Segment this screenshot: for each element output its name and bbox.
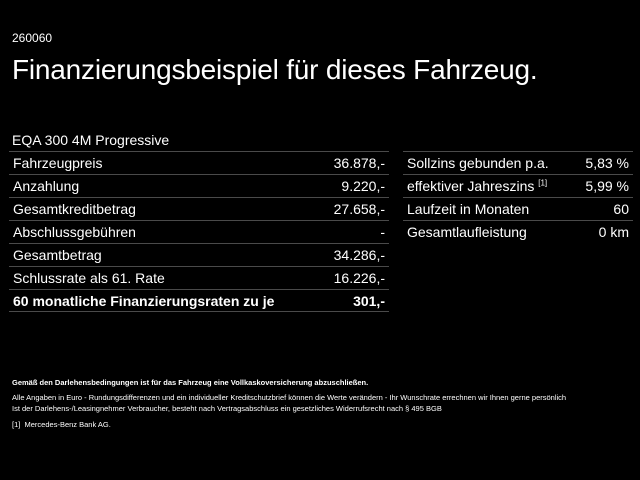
disclaimer-line-2: Ist der Darlehens-/Leasingnehmer Verbrau… — [12, 404, 442, 413]
row-label: Schlussrate als 61. Rate — [13, 270, 165, 286]
row-value: 16.226,- — [333, 270, 385, 286]
row-closing-fees: Abschlussgebühren - — [9, 220, 389, 243]
row-value: 301,- — [353, 292, 385, 309]
legal-notes: Gemäß den Darlehensbedingungen ist für d… — [12, 377, 622, 430]
row-vehicle-price: Fahrzeugpreis 36.878,- — [9, 151, 389, 174]
financing-table-right: Sollzins gebunden p.a. 5,83 % effektiver… — [403, 151, 633, 243]
row-value: 5,99 % — [585, 178, 629, 194]
row-value: 0 km — [598, 224, 629, 240]
row-label: Laufzeit in Monaten — [407, 201, 530, 217]
row-monthly-rate: 60 monatliche Finanzierungsraten zu je 3… — [9, 289, 389, 312]
row-label: Gesamtlaufleistung — [407, 224, 527, 240]
footnote: [1] Mercedes-Benz Bank AG. — [12, 419, 622, 430]
row-label: Anzahlung — [13, 178, 80, 194]
row-label: effektiver Jahreszins [1] — [407, 178, 548, 194]
financing-table-left: Fahrzeugpreis 36.878,- Anzahlung 9.220,-… — [9, 151, 389, 312]
row-label: Gesamtbetrag — [13, 247, 102, 263]
insurance-note: Gemäß den Darlehensbedingungen ist für d… — [12, 378, 369, 387]
disclaimer-line-1: Alle Angaben in Euro - Rundungsdifferenz… — [12, 393, 567, 402]
row-label: Sollzins gebunden p.a. — [407, 155, 549, 171]
vehicle-model: EQA 300 4M Progressive — [12, 132, 170, 148]
footnote-marker: [1] — [538, 178, 548, 188]
row-value: 27.658,- — [333, 201, 385, 217]
row-value: - — [380, 224, 385, 240]
row-final-installment: Schlussrate als 61. Rate 16.226,- — [9, 266, 389, 289]
footnote-text: Mercedes-Benz Bank AG. — [24, 420, 111, 429]
footnote-marker: [1] — [12, 420, 21, 429]
page-title: Finanzierungsbeispiel für dieses Fahrzeu… — [12, 54, 538, 85]
row-total-amount: Gesamtbetrag 34.286,- — [9, 243, 389, 266]
row-value: 36.878,- — [333, 155, 385, 171]
row-label: Gesamtkreditbetrag — [13, 201, 136, 217]
row-effective-interest: effektiver Jahreszins [1] 5,99 % — [403, 174, 633, 197]
row-label: Abschlussgebühren — [13, 224, 136, 240]
row-total-mileage: Gesamtlaufleistung 0 km — [403, 220, 633, 243]
row-value: 34.286,- — [333, 247, 385, 263]
row-total-credit: Gesamtkreditbetrag 27.658,- — [9, 197, 389, 220]
row-value: 5,83 % — [585, 155, 629, 171]
row-label: Fahrzeugpreis — [13, 155, 103, 171]
row-value: 9.220,- — [341, 178, 385, 194]
row-label: 60 monatliche Finanzierungsraten zu je — [13, 292, 275, 309]
row-value: 60 — [613, 201, 629, 217]
reference-code: 260060 — [12, 31, 53, 45]
row-nominal-interest: Sollzins gebunden p.a. 5,83 % — [403, 151, 633, 174]
row-term-months: Laufzeit in Monaten 60 — [403, 197, 633, 220]
row-down-payment: Anzahlung 9.220,- — [9, 174, 389, 197]
